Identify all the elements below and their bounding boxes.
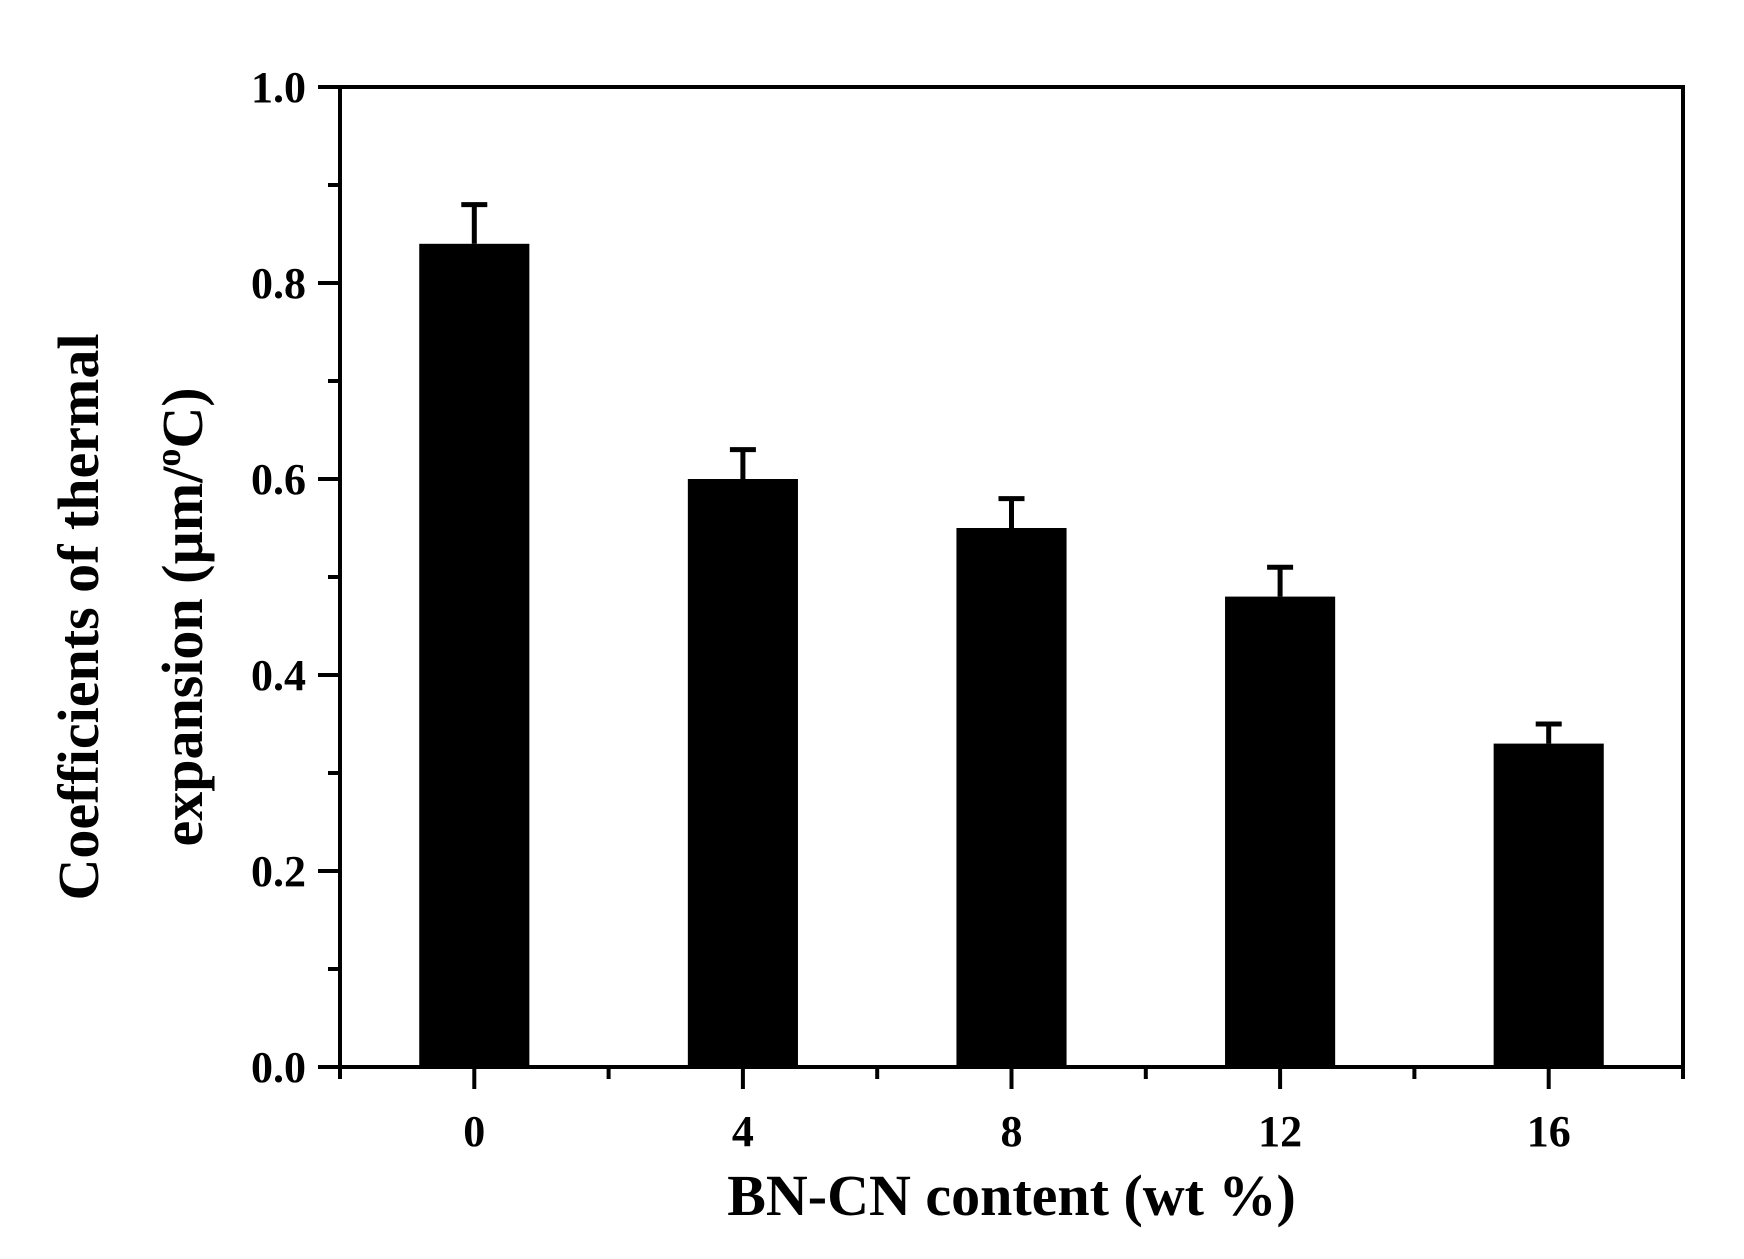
bar [1493,743,1604,1067]
tick-labels: 0.0 0.2 0.4 0.6 0.8 1.0 0 4 8 12 16 [251,63,1571,1156]
bars [419,243,1604,1068]
y-tick-label: 0.6 [251,455,306,504]
y-axis-title-sup: o [148,449,188,467]
y-axis-title-main: expansion (µm/ [150,466,215,847]
x-tick-label: 16 [1527,1107,1571,1156]
bar [419,243,530,1068]
plot-frame [338,85,1685,1069]
y-axis-title: Coefficients of thermal expansion (µm/oC… [46,334,215,901]
x-tick-label: 8 [1001,1107,1023,1156]
x-tick-label: 4 [732,1107,754,1156]
bar [1225,596,1336,1067]
y-axis-title-end: C) [150,387,215,448]
error-bars [461,202,1562,744]
y-tick-label: 0.8 [251,259,306,308]
y-axis-title-line1: Coefficients of thermal [46,334,111,901]
y-axis-title-line2: expansion (µm/oC) [148,387,215,846]
bar [956,528,1067,1067]
x-axis-title: BN-CN content (wt %) [727,1163,1296,1228]
x-tick-label: 0 [463,1107,485,1156]
y-tick-label: 0.2 [251,847,306,896]
x-tick-label: 12 [1258,1107,1302,1156]
y-tick-label: 1.0 [251,63,306,112]
y-tick-label: 0.0 [251,1043,306,1092]
bar [687,479,798,1067]
y-tick-label: 0.4 [251,651,306,700]
